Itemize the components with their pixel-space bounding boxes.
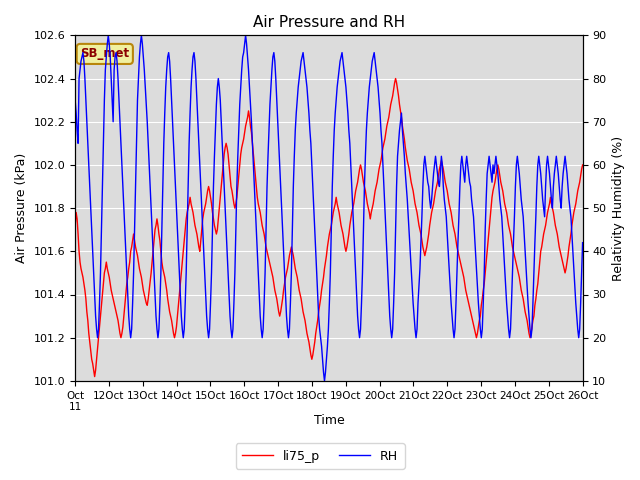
Y-axis label: Air Pressure (kPa): Air Pressure (kPa) (15, 153, 28, 263)
li75_p (71, 223, 79, 228)
RH (205, 326, 213, 332)
li75_p (459, 270, 467, 276)
RH (149, 249, 157, 254)
Title: Air Pressure and RH: Air Pressure and RH (253, 15, 405, 30)
RH (93, 326, 100, 332)
Line: RH: RH (75, 36, 582, 381)
X-axis label: Time: Time (314, 414, 344, 427)
RH (163, 67, 170, 73)
li75_p (149, 249, 157, 254)
Line: li75_p: li75_p (75, 79, 582, 377)
RH (104, 33, 112, 38)
RH (71, 97, 79, 103)
Text: SB_met: SB_met (80, 48, 129, 60)
li75_p (579, 162, 586, 168)
li75_p (91, 374, 99, 380)
RH (459, 162, 467, 168)
li75_p (205, 188, 213, 194)
RH (579, 240, 586, 246)
Legend: li75_p, RH: li75_p, RH (236, 444, 404, 469)
li75_p (392, 76, 399, 82)
li75_p (93, 346, 101, 351)
li75_p (306, 346, 314, 351)
li75_p (163, 288, 170, 293)
RH (306, 128, 314, 133)
RH (321, 378, 328, 384)
Y-axis label: Relativity Humidity (%): Relativity Humidity (%) (612, 135, 625, 281)
